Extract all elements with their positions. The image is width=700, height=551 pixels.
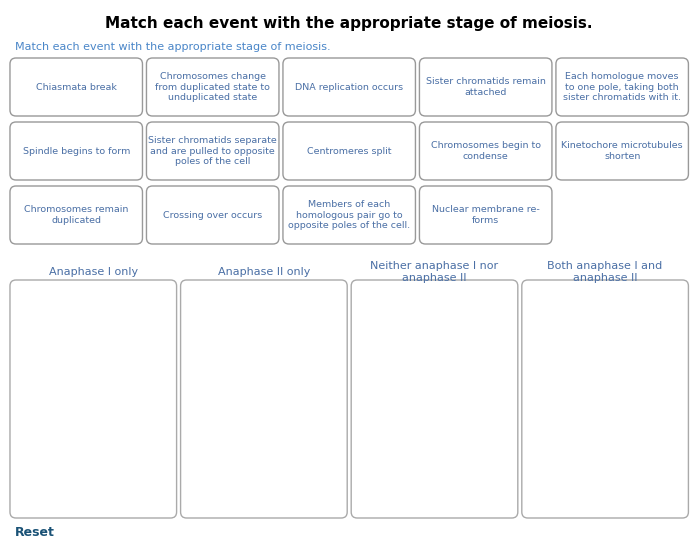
Text: Spindle begins to form: Spindle begins to form <box>22 147 130 155</box>
Text: Match each event with the appropriate stage of meiosis.: Match each event with the appropriate st… <box>15 42 330 52</box>
FancyBboxPatch shape <box>10 122 143 180</box>
Text: Reset: Reset <box>15 527 55 539</box>
Text: Crossing over occurs: Crossing over occurs <box>163 210 262 219</box>
FancyBboxPatch shape <box>556 58 688 116</box>
Text: Centromeres split: Centromeres split <box>307 147 391 155</box>
FancyBboxPatch shape <box>556 122 688 180</box>
Text: Chromosomes change
from duplicated state to
unduplicated state: Chromosomes change from duplicated state… <box>155 72 270 102</box>
Text: Match each event with the appropriate stage of meiosis.: Match each event with the appropriate st… <box>106 16 593 31</box>
Text: Members of each
homologous pair go to
opposite poles of the cell.: Members of each homologous pair go to op… <box>288 200 410 230</box>
Text: Chromosomes begin to
condense: Chromosomes begin to condense <box>430 141 540 161</box>
FancyBboxPatch shape <box>419 58 552 116</box>
Text: Kinetochore microtubules
shorten: Kinetochore microtubules shorten <box>561 141 683 161</box>
FancyBboxPatch shape <box>181 280 347 518</box>
Text: Sister chromatids remain
attached: Sister chromatids remain attached <box>426 77 545 96</box>
FancyBboxPatch shape <box>146 58 279 116</box>
Text: Each homologue moves
to one pole, taking both
sister chromatids with it.: Each homologue moves to one pole, taking… <box>564 72 681 102</box>
FancyBboxPatch shape <box>351 280 518 518</box>
FancyBboxPatch shape <box>419 186 552 244</box>
Text: Both anaphase I and
anaphase II: Both anaphase I and anaphase II <box>547 261 663 283</box>
FancyBboxPatch shape <box>283 186 415 244</box>
Text: Sister chromatids separate
and are pulled to opposite
poles of the cell: Sister chromatids separate and are pulle… <box>148 136 277 166</box>
FancyBboxPatch shape <box>522 280 688 518</box>
Text: Anaphase I only: Anaphase I only <box>49 267 138 277</box>
FancyBboxPatch shape <box>10 186 143 244</box>
FancyBboxPatch shape <box>146 186 279 244</box>
FancyBboxPatch shape <box>283 58 415 116</box>
Text: Neither anaphase I nor
anaphase II: Neither anaphase I nor anaphase II <box>370 261 498 283</box>
FancyBboxPatch shape <box>146 122 279 180</box>
Text: Chromosomes remain
duplicated: Chromosomes remain duplicated <box>24 206 128 225</box>
FancyBboxPatch shape <box>283 122 415 180</box>
Text: DNA replication occurs: DNA replication occurs <box>295 83 403 91</box>
FancyBboxPatch shape <box>419 122 552 180</box>
FancyBboxPatch shape <box>10 280 176 518</box>
Text: Nuclear membrane re-
forms: Nuclear membrane re- forms <box>432 206 540 225</box>
FancyBboxPatch shape <box>10 58 143 116</box>
Text: Anaphase II only: Anaphase II only <box>218 267 310 277</box>
Text: Chiasmata break: Chiasmata break <box>36 83 117 91</box>
